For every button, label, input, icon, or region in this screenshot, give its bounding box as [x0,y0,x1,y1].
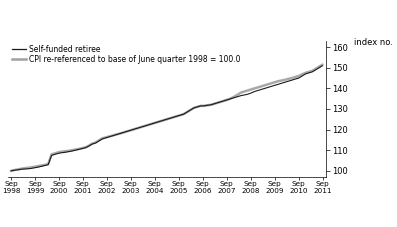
Legend: Self-funded retiree, CPI re-referenced to base of June quarter 1998 = 100.0: Self-funded retiree, CPI re-referenced t… [12,45,240,64]
Y-axis label: index no.: index no. [354,38,393,47]
